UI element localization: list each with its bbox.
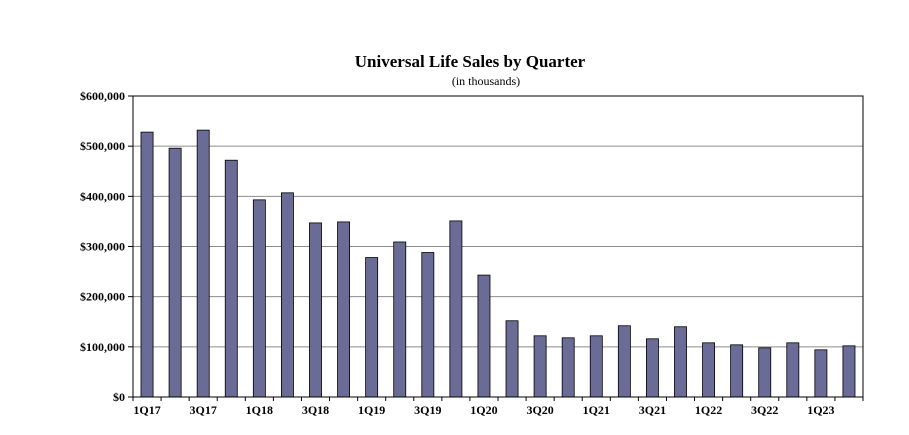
bar-1Q22 [702, 342, 716, 398]
bar-2Q23 [842, 345, 856, 398]
bar-3Q18 [309, 222, 322, 398]
x-tick-label: 1Q23 [807, 403, 834, 417]
bar-4Q22 [786, 342, 800, 398]
y-tick-label: $600,000 [80, 89, 125, 103]
bar-1Q19 [365, 257, 379, 398]
x-tick-label: 3Q17 [190, 403, 217, 417]
y-tick-labels: $0 $100,000 $200,000 $300,000 $400,000 $500,0… [80, 89, 125, 404]
bar-4Q18 [337, 221, 351, 398]
x-tick-label: 1Q20 [470, 403, 497, 417]
bar-2Q21 [617, 325, 631, 398]
x-tick-label: 1Q19 [358, 403, 385, 417]
bar-2Q19 [393, 241, 407, 398]
bar-4Q17 [224, 159, 238, 398]
y-tick-label: $500,000 [80, 139, 125, 153]
x-tick-label: 3Q19 [414, 403, 441, 417]
bar-1Q21 [589, 335, 603, 398]
bar-4Q20 [561, 337, 575, 398]
x-tick-labels: 1Q17 3Q17 1Q18 3Q18 1Q19 3Q19 1Q20 3Q20 1Q21 3Q21… [133, 403, 834, 417]
x-tick-label: 3Q22 [751, 403, 778, 417]
bar-3Q17 [196, 129, 210, 398]
y-tick-label: $100,000 [80, 340, 125, 354]
bars [140, 129, 856, 398]
y-tick-label: $300,000 [80, 240, 125, 254]
y-tick-label: $200,000 [80, 290, 125, 304]
bar-2Q17 [168, 147, 182, 398]
x-tick-label: 3Q18 [302, 403, 329, 417]
bar-1Q18 [252, 199, 266, 398]
x-tick-label: 1Q21 [583, 403, 610, 417]
bar-3Q21 [645, 338, 659, 398]
bar-1Q20 [477, 274, 491, 398]
x-tick-label: 3Q20 [526, 403, 553, 417]
chart-title: Universal Life Sales by Quarter [355, 52, 586, 71]
axes [128, 95, 864, 401]
bar-3Q19 [421, 252, 435, 398]
y-tick-label: $0 [113, 390, 125, 404]
x-tick-label: 1Q18 [246, 403, 273, 417]
x-tick-label: 1Q17 [133, 403, 160, 417]
bar-4Q21 [674, 326, 687, 398]
bar-1Q23 [814, 349, 828, 398]
bar-4Q19 [449, 220, 463, 398]
chart-subtitle: (in thousands) [452, 74, 520, 88]
bar-2Q18 [280, 192, 294, 398]
bar-3Q20 [533, 335, 547, 398]
bar-1Q17 [140, 131, 154, 398]
bar-2Q22 [730, 344, 744, 398]
bar-3Q22 [758, 347, 772, 398]
y-tick-label: $400,000 [80, 189, 125, 203]
x-tick-label: 3Q21 [639, 403, 666, 417]
gridlines [133, 145, 863, 348]
x-tick-label: 1Q22 [695, 403, 722, 417]
bar-2Q20 [505, 320, 519, 398]
